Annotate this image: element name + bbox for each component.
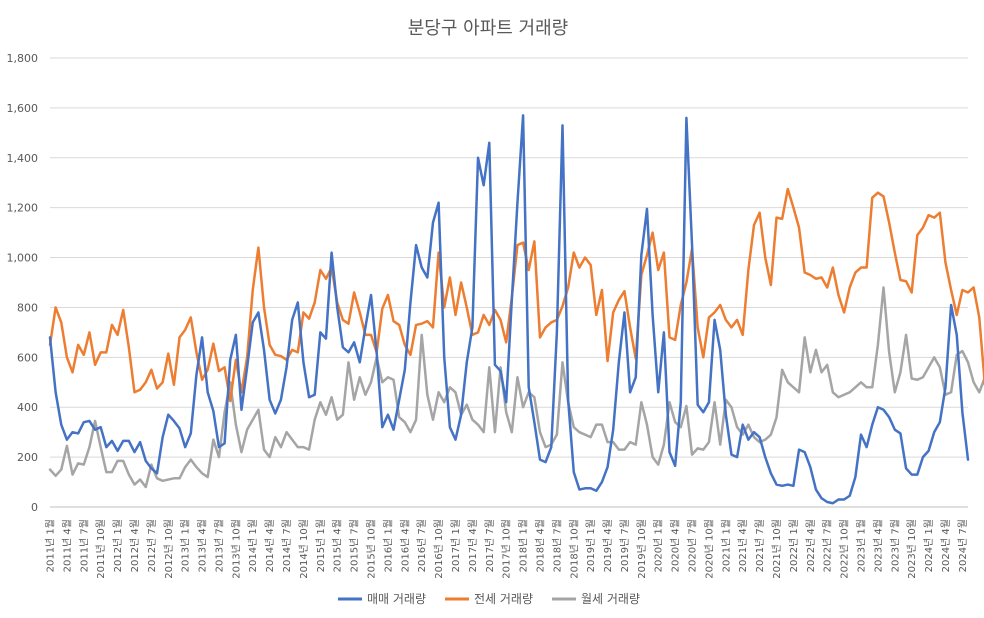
x-tick-label: 2011년 7월 [78, 519, 90, 572]
y-tick-label: 200 [17, 451, 38, 464]
x-tick-label: 2011년 10월 [95, 519, 107, 579]
x-tick-label: 2016년 4월 [399, 519, 411, 572]
y-tick-label: 600 [17, 351, 38, 364]
x-tick-label: 2023년 1월 [855, 519, 867, 572]
x-tick-label: 2018년 4월 [534, 519, 546, 572]
series-line-wolse [48, 286, 984, 489]
x-tick-label: 2018년 7월 [551, 519, 563, 572]
x-tick-label: 2013년 7월 [213, 519, 225, 572]
x-tick-label: 2015년 1월 [315, 519, 327, 572]
x-tick-label: 2012년 1월 [112, 519, 124, 572]
x-tick-label: 2019년 4월 [602, 519, 614, 572]
x-tick-label: 2021년 1월 [720, 519, 732, 572]
series-line-sale [48, 114, 970, 505]
x-tick-label: 2024년 7월 [957, 519, 969, 572]
x-tick-label: 2017년 1월 [450, 519, 462, 572]
x-tick-label: 2020년 7월 [687, 519, 699, 572]
x-tick-label: 2021년 4월 [737, 519, 749, 572]
x-tick-label: 2014년 10월 [298, 519, 310, 579]
x-axis-ticks: 2011년 1월 2011년 4월 2011년 7월 2011년 10월 2012년 1… [45, 519, 969, 579]
x-tick-label: 2011년 1월 [45, 519, 57, 572]
x-tick-label: 2012년 10월 [163, 519, 175, 579]
x-tick-label: 2018년 10월 [568, 519, 580, 579]
x-tick-label: 2022년 1월 [788, 519, 800, 572]
series-lines [48, 114, 984, 505]
y-axis-ticks: 0 200 400 600 800 1,000 1,200 1,400 1,600 1,800 [7, 52, 39, 514]
x-tick-label: 2016년 10월 [433, 519, 445, 579]
y-tick-label: 0 [31, 501, 38, 514]
x-tick-label: 2023년 10월 [906, 519, 918, 579]
y-tick-label: 400 [17, 401, 38, 414]
x-tick-label: 2019년 10월 [636, 519, 648, 579]
legend: 매매 거래량 전세 거래량 월세 거래량 [338, 592, 640, 606]
x-tick-label: 2012년 4월 [129, 519, 141, 572]
y-tick-label: 800 [17, 301, 38, 314]
legend-label-jeonse: 전세 거래량 [474, 592, 533, 606]
x-tick-label: 2017년 10월 [501, 519, 513, 579]
x-tick-label: 2013년 1월 [180, 519, 192, 572]
x-tick-label: 2020년 10월 [703, 519, 715, 579]
y-tick-label: 1,200 [7, 202, 39, 215]
x-tick-label: 2016년 1월 [382, 519, 394, 572]
x-tick-label: 2017년 7월 [484, 519, 496, 572]
y-tick-label: 1,800 [7, 52, 39, 65]
x-tick-label: 2014년 7월 [281, 519, 293, 572]
x-tick-label: 2023년 7월 [889, 519, 901, 572]
x-tick-label: 2015년 10월 [366, 519, 378, 579]
x-tick-label: 2022년 4월 [805, 519, 817, 572]
y-tick-label: 1,600 [7, 102, 39, 115]
x-tick-label: 2014년 4월 [264, 519, 276, 572]
x-tick-label: 2015년 4월 [332, 519, 344, 572]
legend-label-sale: 매매 거래량 [367, 592, 426, 606]
x-tick-label: 2024년 1월 [923, 519, 935, 572]
legend-label-wolse: 월세 거래량 [581, 592, 640, 606]
x-tick-label: 2013년 10월 [230, 519, 242, 579]
x-tick-label: 2017년 4월 [467, 519, 479, 572]
x-tick-label: 2019년 1월 [585, 519, 597, 572]
x-tick-label: 2013년 4월 [197, 519, 209, 572]
chart-title: 분당구 아파트 거래량 [408, 18, 568, 39]
x-tick-label: 2020년 1월 [653, 519, 665, 572]
y-tick-label: 1,000 [7, 252, 39, 265]
x-tick-label: 2016년 7월 [416, 519, 428, 572]
x-tick-label: 2020년 4월 [670, 519, 682, 572]
x-tick-label: 2021년 10월 [771, 519, 783, 579]
x-tick-label: 2019년 7월 [619, 519, 631, 572]
x-tick-label: 2022년 7월 [822, 519, 834, 572]
x-tick-label: 2018년 1월 [518, 519, 530, 572]
y-tick-label: 1,400 [7, 152, 39, 165]
x-tick-label: 2021년 7월 [754, 519, 766, 572]
x-tick-label: 2024년 4월 [940, 519, 952, 572]
x-tick-label: 2012년 7월 [146, 519, 158, 572]
x-tick-label: 2023년 4월 [872, 519, 884, 572]
x-tick-label: 2022년 10월 [839, 519, 851, 579]
x-tick-label: 2011년 4월 [61, 519, 73, 572]
x-tick-label: 2014년 1월 [247, 519, 259, 572]
x-tick-label: 2015년 7월 [349, 519, 361, 572]
